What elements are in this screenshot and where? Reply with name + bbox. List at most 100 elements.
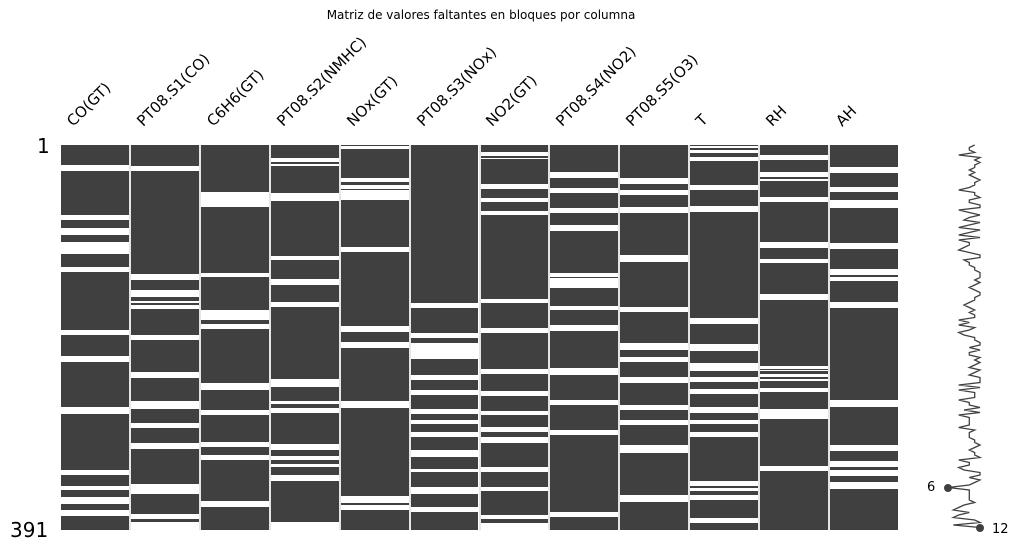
- missing-block: [61, 510, 129, 516]
- missing-block: [620, 190, 689, 195]
- missing-block: [270, 164, 339, 166]
- missing-block: [340, 401, 409, 408]
- missing-block: [270, 456, 339, 460]
- missing-block: [200, 192, 269, 207]
- missing-block: [550, 208, 619, 213]
- matrix-column: [340, 145, 409, 530]
- missing-block: [830, 445, 898, 451]
- missing-block: [480, 299, 549, 303]
- missing-block: [61, 165, 129, 171]
- missing-block: [270, 444, 339, 450]
- missing-block: [200, 410, 269, 415]
- column-separator: [478, 145, 481, 530]
- missing-block: [410, 450, 479, 457]
- missing-block: [550, 278, 619, 288]
- column-label: PT08.S5(O3): [622, 50, 702, 130]
- missing-block: [620, 495, 689, 502]
- missing-block: [760, 155, 829, 160]
- matrix-column: [480, 145, 549, 530]
- missing-block: [480, 515, 549, 519]
- missing-block: [550, 306, 619, 310]
- missing-block: [270, 408, 339, 413]
- min-marker-icon: [944, 484, 952, 492]
- missing-block: [410, 420, 479, 424]
- sparkline-path: [947, 144, 983, 529]
- missing-block: [410, 507, 479, 512]
- missing-block: [550, 172, 619, 178]
- missing-block: [830, 482, 898, 489]
- missing-block: [830, 400, 898, 407]
- missing-block: [690, 377, 759, 382]
- missing-block: [690, 518, 759, 523]
- column-separator: [268, 145, 271, 530]
- missing-block: [270, 522, 339, 530]
- missing-block: [550, 225, 619, 231]
- missing-block: [550, 400, 619, 405]
- missing-block: [830, 200, 898, 208]
- missing-block: [61, 330, 129, 335]
- missing-block: [200, 383, 269, 390]
- missing-block: [620, 420, 689, 425]
- missing-block: [130, 290, 199, 297]
- missing-block: [61, 228, 129, 235]
- missing-block: [340, 505, 409, 510]
- missing-block: [200, 501, 269, 507]
- missing-block: [130, 305, 199, 309]
- column-separator: [758, 145, 761, 530]
- missing-block: [690, 432, 759, 437]
- missing-block: [61, 497, 129, 504]
- missing-block: [760, 370, 829, 371]
- missing-block: [200, 310, 269, 320]
- missing-block: [410, 375, 479, 380]
- missing-block: [690, 150, 759, 153]
- missing-block: [270, 279, 339, 285]
- missing-block: [410, 487, 479, 494]
- missing-block: [200, 455, 269, 460]
- missing-block: [270, 193, 339, 201]
- missing-block: [130, 372, 199, 378]
- missing-block: [620, 405, 689, 410]
- missing-block: [480, 487, 549, 491]
- column-separator: [338, 145, 341, 530]
- missing-block: [620, 307, 689, 312]
- missing-block: [830, 470, 898, 476]
- missing-block: [620, 445, 689, 453]
- missingness-matrix: [61, 145, 900, 530]
- column-label: C6H6(GT): [203, 65, 268, 130]
- missing-block: [760, 197, 829, 202]
- missing-block: [130, 166, 199, 171]
- column-separator: [618, 145, 621, 530]
- column-separator: [408, 145, 411, 530]
- missing-block: [410, 469, 479, 472]
- missing-block: [830, 269, 898, 275]
- missing-block: [620, 343, 689, 350]
- missing-block: [830, 167, 898, 173]
- sparkline-min-label: 6: [927, 480, 936, 495]
- missing-block: [270, 256, 339, 260]
- missing-block: [830, 243, 898, 249]
- missing-block: [340, 342, 409, 348]
- missing-block: [620, 207, 689, 213]
- missing-block: [760, 179, 829, 181]
- missing-block: [830, 277, 898, 281]
- missing-block: [480, 152, 549, 156]
- missing-block: [61, 407, 129, 414]
- column-label: T: [692, 110, 712, 130]
- column-label: RH: [762, 101, 791, 130]
- matrix-column: [620, 145, 689, 530]
- missing-block: [410, 390, 479, 395]
- missing-block: [270, 464, 339, 467]
- missing-block: [760, 379, 829, 381]
- missing-block: [130, 522, 199, 530]
- matrix-column: [200, 145, 269, 530]
- missing-block: [550, 368, 619, 375]
- missing-block: [760, 172, 829, 177]
- y-tick-top: 1: [37, 134, 50, 158]
- missing-block: [690, 420, 759, 424]
- missing-block: [480, 411, 549, 415]
- missing-block: [340, 190, 409, 200]
- missing-block: [480, 198, 549, 202]
- missing-block: [830, 302, 898, 308]
- missing-block: [690, 344, 759, 351]
- completeness-sparkline: [944, 144, 984, 532]
